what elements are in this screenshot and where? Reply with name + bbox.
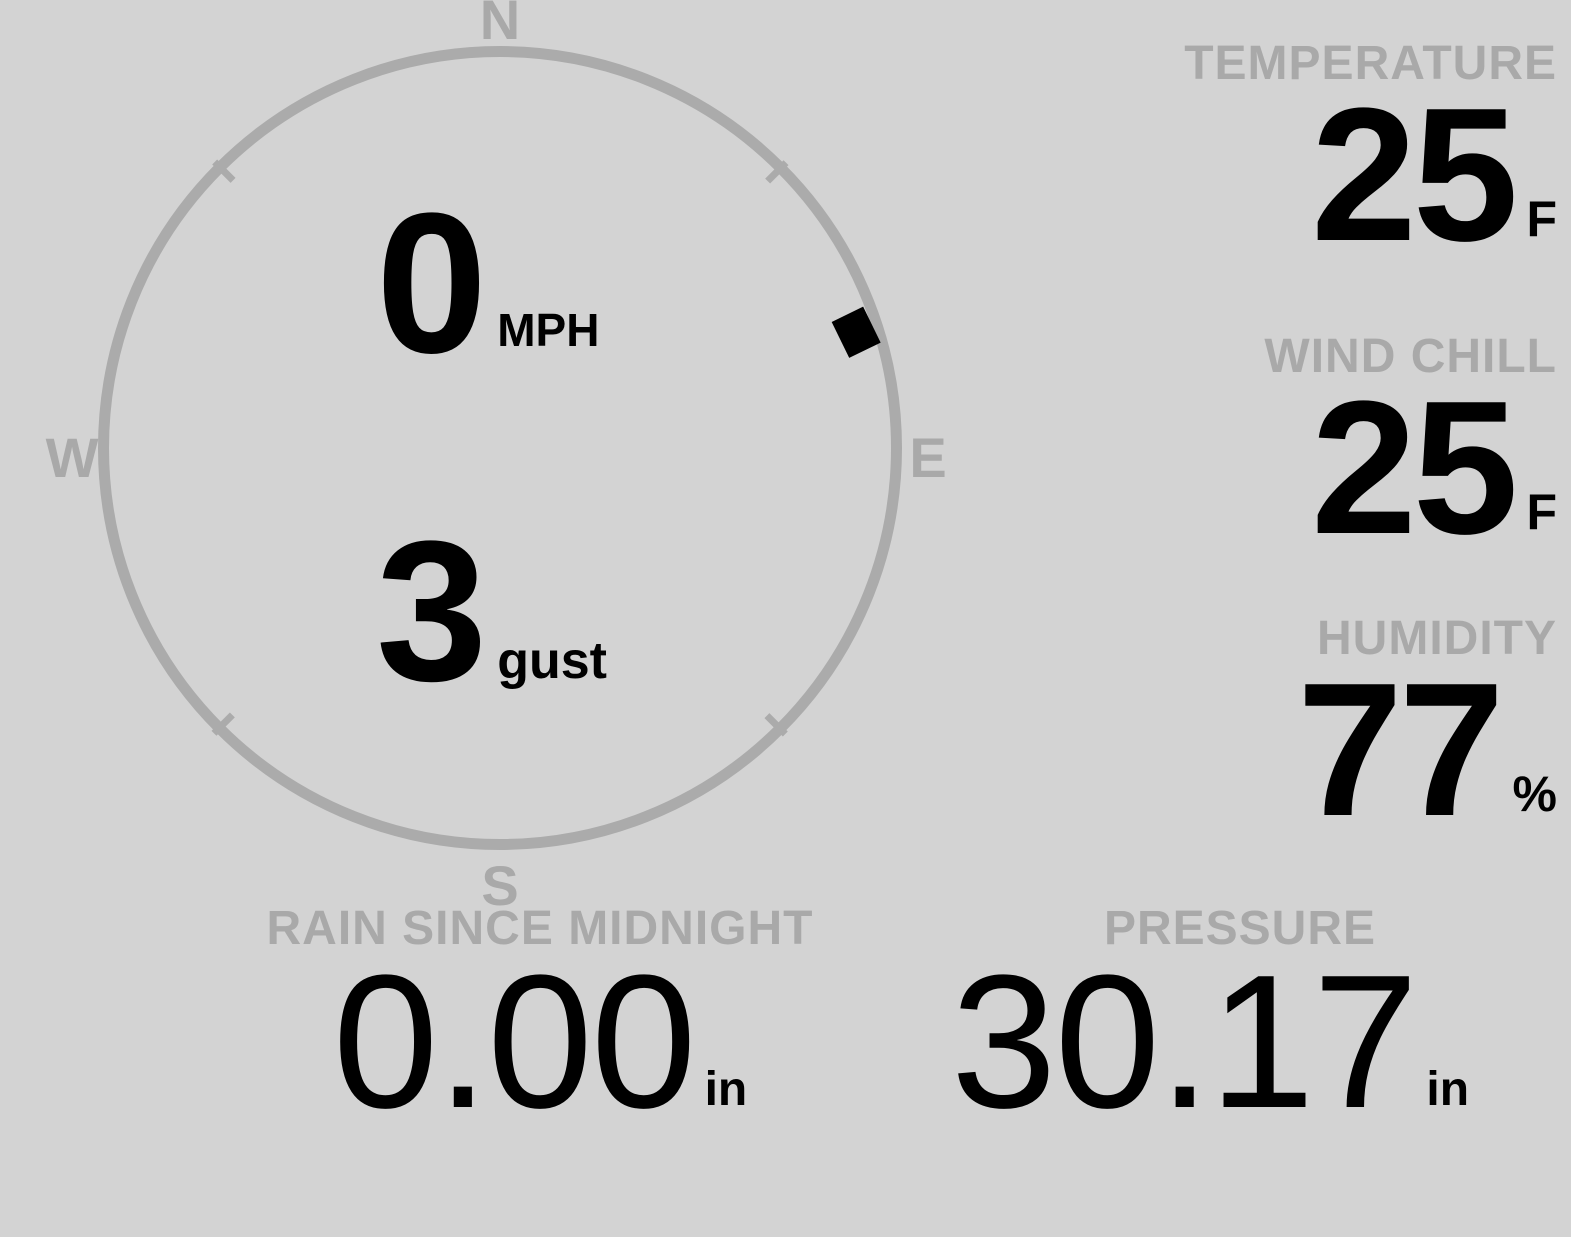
wind-gust-unit: gust <box>497 632 607 690</box>
pressure-label: PRESSURE <box>1103 902 1377 955</box>
pressure-value: 30.17 <box>950 936 1418 1148</box>
compass-label-west: W <box>45 426 99 489</box>
temperature-value-row: 25 F <box>1077 69 1557 281</box>
compass-label-south: S <box>481 854 519 917</box>
rain-value-row: 0.00 in <box>250 936 830 1148</box>
pressure-value-row: 30.17 in <box>905 936 1515 1148</box>
rain-value: 0.00 <box>332 936 697 1148</box>
rain-stat: RAIN SINCE MIDNIGHT 0.00 in <box>250 902 830 1148</box>
temperature-unit: F <box>1526 191 1557 247</box>
rain-unit: in <box>704 1063 748 1116</box>
pressure-stat: PRESSURE 30.17 in <box>905 902 1515 1148</box>
wind-chill-value: 25 <box>1311 362 1518 574</box>
wind-chill-label: WIND CHILL <box>1264 330 1557 383</box>
pressure-unit: in <box>1426 1063 1470 1116</box>
wind-speed-unit: MPH <box>497 304 600 356</box>
wind-chill-stat: WIND CHILL 25 F <box>1077 330 1557 574</box>
rain-label: RAIN SINCE MIDNIGHT <box>266 902 814 955</box>
wind-speed-readout: 0 MPH <box>376 172 600 395</box>
wind-gust-value: 3 <box>376 500 487 723</box>
temperature-label: TEMPERATURE <box>1184 37 1557 90</box>
temperature-value: 25 <box>1311 69 1518 281</box>
humidity-value-row: 77 % <box>1077 644 1557 856</box>
wind-chill-value-row: 25 F <box>1077 362 1557 574</box>
humidity-label: HUMIDITY <box>1317 612 1557 665</box>
wind-speed-value: 0 <box>376 172 487 395</box>
compass-ring <box>98 46 902 850</box>
humidity-stat: HUMIDITY 77 % <box>1077 612 1557 856</box>
humidity-value: 77 <box>1297 644 1504 856</box>
wind-gust-readout: 3 gust <box>376 500 607 723</box>
compass-label-north: N <box>479 0 521 51</box>
wind-chill-unit: F <box>1526 484 1557 540</box>
wind-compass-panel: N E S W 0 MPH 3 gust <box>0 0 1000 914</box>
compass-label-east: E <box>909 426 947 489</box>
humidity-unit: % <box>1512 766 1557 822</box>
temperature-stat: TEMPERATURE 25 F <box>1077 37 1557 281</box>
